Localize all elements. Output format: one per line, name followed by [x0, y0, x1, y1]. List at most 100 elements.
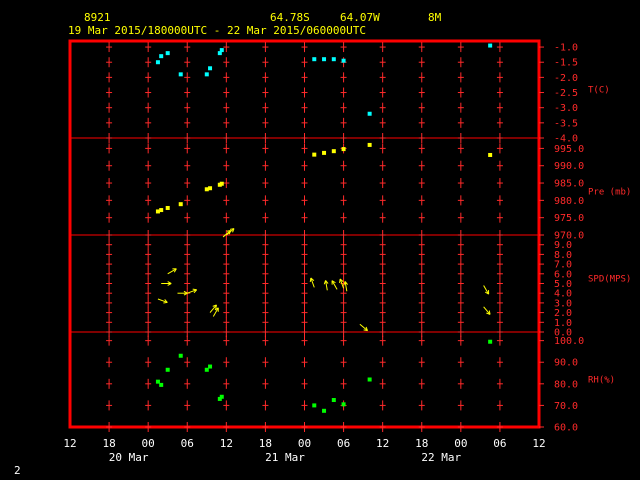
data-point	[155, 209, 160, 214]
data-point	[367, 377, 372, 382]
wind-arrow	[187, 288, 198, 294]
x-tick-label: 00	[454, 437, 467, 450]
y-tick-label: 985.0	[554, 179, 584, 190]
y-tick-label: 60.0	[554, 423, 578, 434]
data-point	[341, 58, 346, 63]
data-point	[219, 48, 224, 53]
data-point	[204, 367, 209, 372]
data-point	[341, 402, 346, 407]
wind-arrow-head	[309, 277, 312, 283]
y-tick-label: 975.0	[554, 213, 584, 224]
wind-arrow	[209, 304, 217, 313]
wind-arrow	[309, 277, 315, 288]
data-point	[341, 147, 346, 152]
wind-arrow-head	[232, 228, 235, 233]
y-tick-label: 80.0	[554, 379, 578, 390]
x-tick-label: 12	[376, 437, 389, 450]
x-day-label: 20 Mar	[109, 451, 149, 464]
data-point	[312, 152, 317, 157]
data-point	[331, 398, 336, 403]
y-tick-label: -3.5	[554, 118, 578, 129]
panel-label: RH(%)	[588, 376, 615, 386]
wind-arrow-head	[363, 329, 368, 332]
wind-arrow	[339, 278, 345, 289]
y-tick-label: 9.0	[554, 240, 572, 251]
y-tick-label: 4.0	[554, 289, 572, 300]
wind-arrow-head	[323, 280, 327, 285]
wind-arrow-head	[183, 290, 188, 294]
data-point	[322, 57, 327, 62]
x-tick-label: 12	[220, 437, 233, 450]
data-point	[178, 72, 183, 77]
wind-arrow-head	[488, 310, 491, 315]
data-point	[312, 403, 317, 408]
x-tick-label: 06	[181, 437, 194, 450]
data-point	[488, 339, 493, 344]
data-point	[488, 152, 493, 157]
y-tick-label: -1.0	[554, 43, 578, 54]
wind-arrow-head	[229, 228, 235, 230]
x-axis: 12 18 00 06 12 18 00 06 12 18 00 06 12 20 Mar 21 Mar 22…	[63, 437, 545, 464]
longitude: 64.07W	[340, 11, 380, 24]
wind-arrow	[323, 280, 329, 291]
x-tick-label: 00	[142, 437, 155, 450]
wind-arrow	[483, 306, 491, 315]
wind-arrow-shaft	[167, 268, 177, 275]
wind-arrow-head	[164, 299, 168, 303]
data-point	[159, 54, 164, 59]
wind-arrow	[161, 281, 172, 286]
wind-arrow	[212, 307, 219, 317]
wind-arrow-head	[486, 312, 491, 315]
panel-label: T(C)	[588, 86, 610, 96]
y-tick-label: 2.0	[554, 308, 572, 319]
data-point	[322, 408, 327, 413]
data-point	[331, 149, 336, 154]
wind-arrow-shaft	[187, 289, 197, 294]
data-point	[159, 382, 164, 387]
data-point	[178, 202, 183, 207]
y-tick-label: 0.0	[554, 328, 572, 339]
wind-arrow-head	[183, 292, 188, 296]
data-point	[178, 353, 183, 358]
data-point	[204, 72, 209, 77]
data-point	[217, 51, 222, 56]
wind-arrow-shaft	[310, 277, 315, 288]
wind-arrow-shaft	[483, 306, 491, 315]
data-point	[488, 43, 493, 48]
y-tick-label: -3.0	[554, 103, 578, 114]
data-point	[208, 66, 213, 71]
wind-arrow-head	[214, 307, 219, 311]
x-day-label: 21 Mar	[265, 451, 305, 464]
wind-arrow-head	[325, 280, 329, 284]
data-point	[219, 394, 224, 399]
wind-arrow	[343, 281, 348, 292]
wind-arrow-head	[192, 288, 197, 291]
wind-arrow-shaft	[339, 278, 345, 289]
x-tick-label: 18	[259, 437, 272, 450]
panel-label: SPD(MPS)	[588, 275, 631, 285]
y-tick-label: 90.0	[554, 358, 578, 369]
y-tick-label: 980.0	[554, 196, 584, 207]
data-point	[367, 142, 372, 147]
x-tick-label: 12	[532, 437, 545, 450]
wind-arrow	[222, 230, 232, 238]
y-tick-label: 970.0	[554, 231, 584, 242]
wind-arrow-shaft	[222, 230, 232, 238]
y-tick-label: 8.0	[554, 250, 572, 261]
data-point	[208, 364, 213, 369]
wind-arrow-head	[173, 268, 177, 273]
x-tick-label: 12	[63, 437, 76, 450]
wind-arrow-head	[344, 281, 348, 285]
y-tick-label: 100.0	[554, 336, 584, 347]
x-day-label: 22 Mar	[421, 451, 461, 464]
data-point	[208, 186, 213, 191]
wind-arrow-head	[167, 283, 172, 286]
x-tick-label: 18	[415, 437, 428, 450]
wind-arrow	[483, 285, 490, 295]
x-tick-label: 00	[298, 437, 311, 450]
wind-arrow-head	[484, 291, 489, 295]
data-point	[155, 60, 160, 65]
y-tick-label: 3.0	[554, 298, 572, 309]
data-point	[331, 57, 336, 62]
x-tick-label: 06	[493, 437, 506, 450]
